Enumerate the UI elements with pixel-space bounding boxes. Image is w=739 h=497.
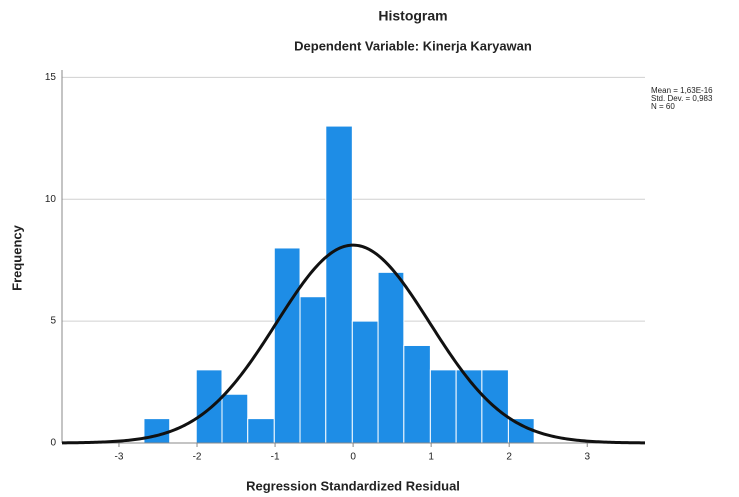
bar xyxy=(143,418,171,444)
bar xyxy=(221,393,249,444)
bar xyxy=(273,247,301,444)
bar xyxy=(351,320,379,444)
stats-text: Std. Dev. = 0,983 xyxy=(651,94,713,103)
x-axis-label: Regression Standardized Residual xyxy=(246,478,460,493)
normal-curve xyxy=(61,243,646,445)
stats-text: Mean = 1,63E-16 xyxy=(651,86,713,95)
bar xyxy=(299,296,327,444)
bar xyxy=(429,369,457,444)
x-tick-label: -3 xyxy=(115,452,124,463)
x-tick-label: 3 xyxy=(584,452,590,463)
bar xyxy=(247,418,275,444)
y-tick-label: 10 xyxy=(45,194,57,205)
y-tick-label: 15 xyxy=(45,72,57,83)
y-axis-label: Frequency xyxy=(9,224,24,291)
y-tick-label: 0 xyxy=(50,438,56,449)
x-tick-label: -2 xyxy=(193,452,202,463)
chart-subtitle: Dependent Variable: Kinerja Karyawan xyxy=(294,38,532,53)
bar xyxy=(403,344,431,444)
stats-text: N = 60 xyxy=(651,102,675,111)
y-tick-label: 5 xyxy=(50,316,56,327)
bar xyxy=(195,369,223,444)
x-tick-label: 0 xyxy=(350,452,356,463)
bar xyxy=(377,271,405,444)
bar xyxy=(325,125,353,444)
x-tick-label: 2 xyxy=(506,452,512,463)
x-tick-label: 1 xyxy=(428,452,434,463)
chart-title: Histogram xyxy=(378,8,447,24)
x-tick-label: -1 xyxy=(271,452,280,463)
